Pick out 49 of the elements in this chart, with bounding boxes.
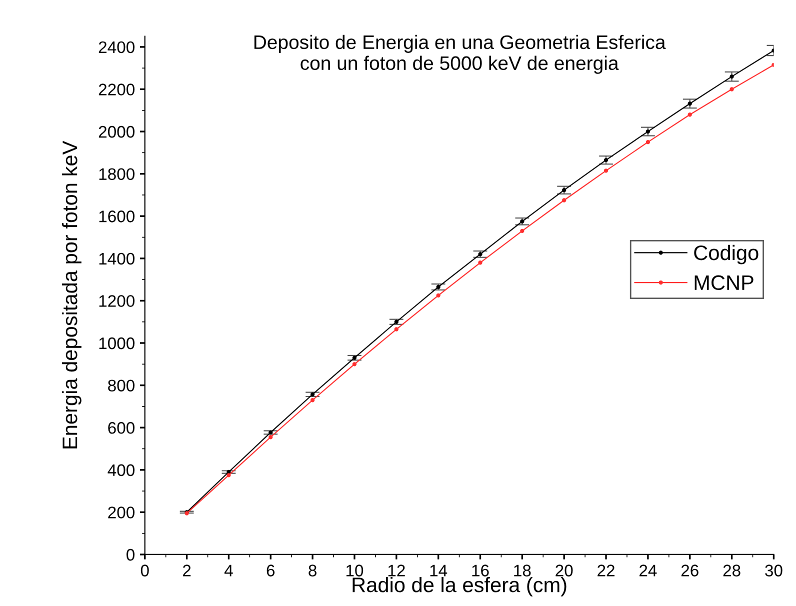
y-tick-label: 800 xyxy=(108,380,134,392)
x-axis-title: Radio de la esfera (cm) xyxy=(352,576,566,596)
x-tick-label: 28 xyxy=(723,564,740,576)
point xyxy=(478,260,482,265)
legend-label: MCNP xyxy=(694,275,754,290)
x-tick-label: 0 xyxy=(140,564,149,576)
y-tick-label: 0 xyxy=(126,548,134,561)
y-tick-label: 200 xyxy=(108,506,134,518)
chart-title: Deposito de Energia en una Geometria Esferica con un foton de 5000 keV de energia xyxy=(254,34,666,74)
x-tick-label: 18 xyxy=(514,564,531,576)
y-tick-label: 1000 xyxy=(99,337,134,350)
y-tick-label: 600 xyxy=(108,422,134,434)
x-tick-label: 16 xyxy=(472,564,489,576)
x-tick-label: 10 xyxy=(346,564,364,576)
point xyxy=(520,228,524,234)
y-tick-label: 1200 xyxy=(99,295,134,307)
y-tick-label: 1400 xyxy=(99,252,134,265)
x-tick-label: 30 xyxy=(765,564,782,576)
x-tick-label: 14 xyxy=(430,564,448,576)
point xyxy=(562,198,566,202)
x-tick-label: 26 xyxy=(681,564,698,576)
x-tick-label: 6 xyxy=(266,564,275,576)
x-tick-label: 12 xyxy=(388,564,405,576)
y-tick-label: 2400 xyxy=(98,41,134,54)
x-tick-label: 8 xyxy=(308,564,316,576)
point xyxy=(604,168,608,173)
x-tick-label: 20 xyxy=(556,564,573,576)
y-tick-label: 1800 xyxy=(99,168,134,180)
point xyxy=(310,398,315,402)
point xyxy=(688,102,692,106)
point xyxy=(394,327,398,332)
x-tick-label: 2 xyxy=(183,564,191,576)
x-tick-label: 4 xyxy=(224,564,233,576)
point xyxy=(226,473,231,478)
point xyxy=(436,293,440,298)
x-tick-label: 24 xyxy=(640,564,657,576)
point xyxy=(688,112,692,117)
point xyxy=(352,362,357,366)
legend-label: Codigo xyxy=(694,244,758,264)
point xyxy=(730,87,734,92)
y-tick-label: 400 xyxy=(108,464,134,476)
y-tick-label: 1600 xyxy=(99,210,134,222)
point xyxy=(268,435,273,440)
point xyxy=(730,74,734,79)
x-tick-label: 22 xyxy=(598,564,614,576)
point xyxy=(646,140,650,144)
y-axis-title: Energia depositada por foton keV xyxy=(62,140,82,448)
y-tick-label: 2200 xyxy=(98,84,134,96)
y-tick-label: 2000 xyxy=(98,126,134,138)
